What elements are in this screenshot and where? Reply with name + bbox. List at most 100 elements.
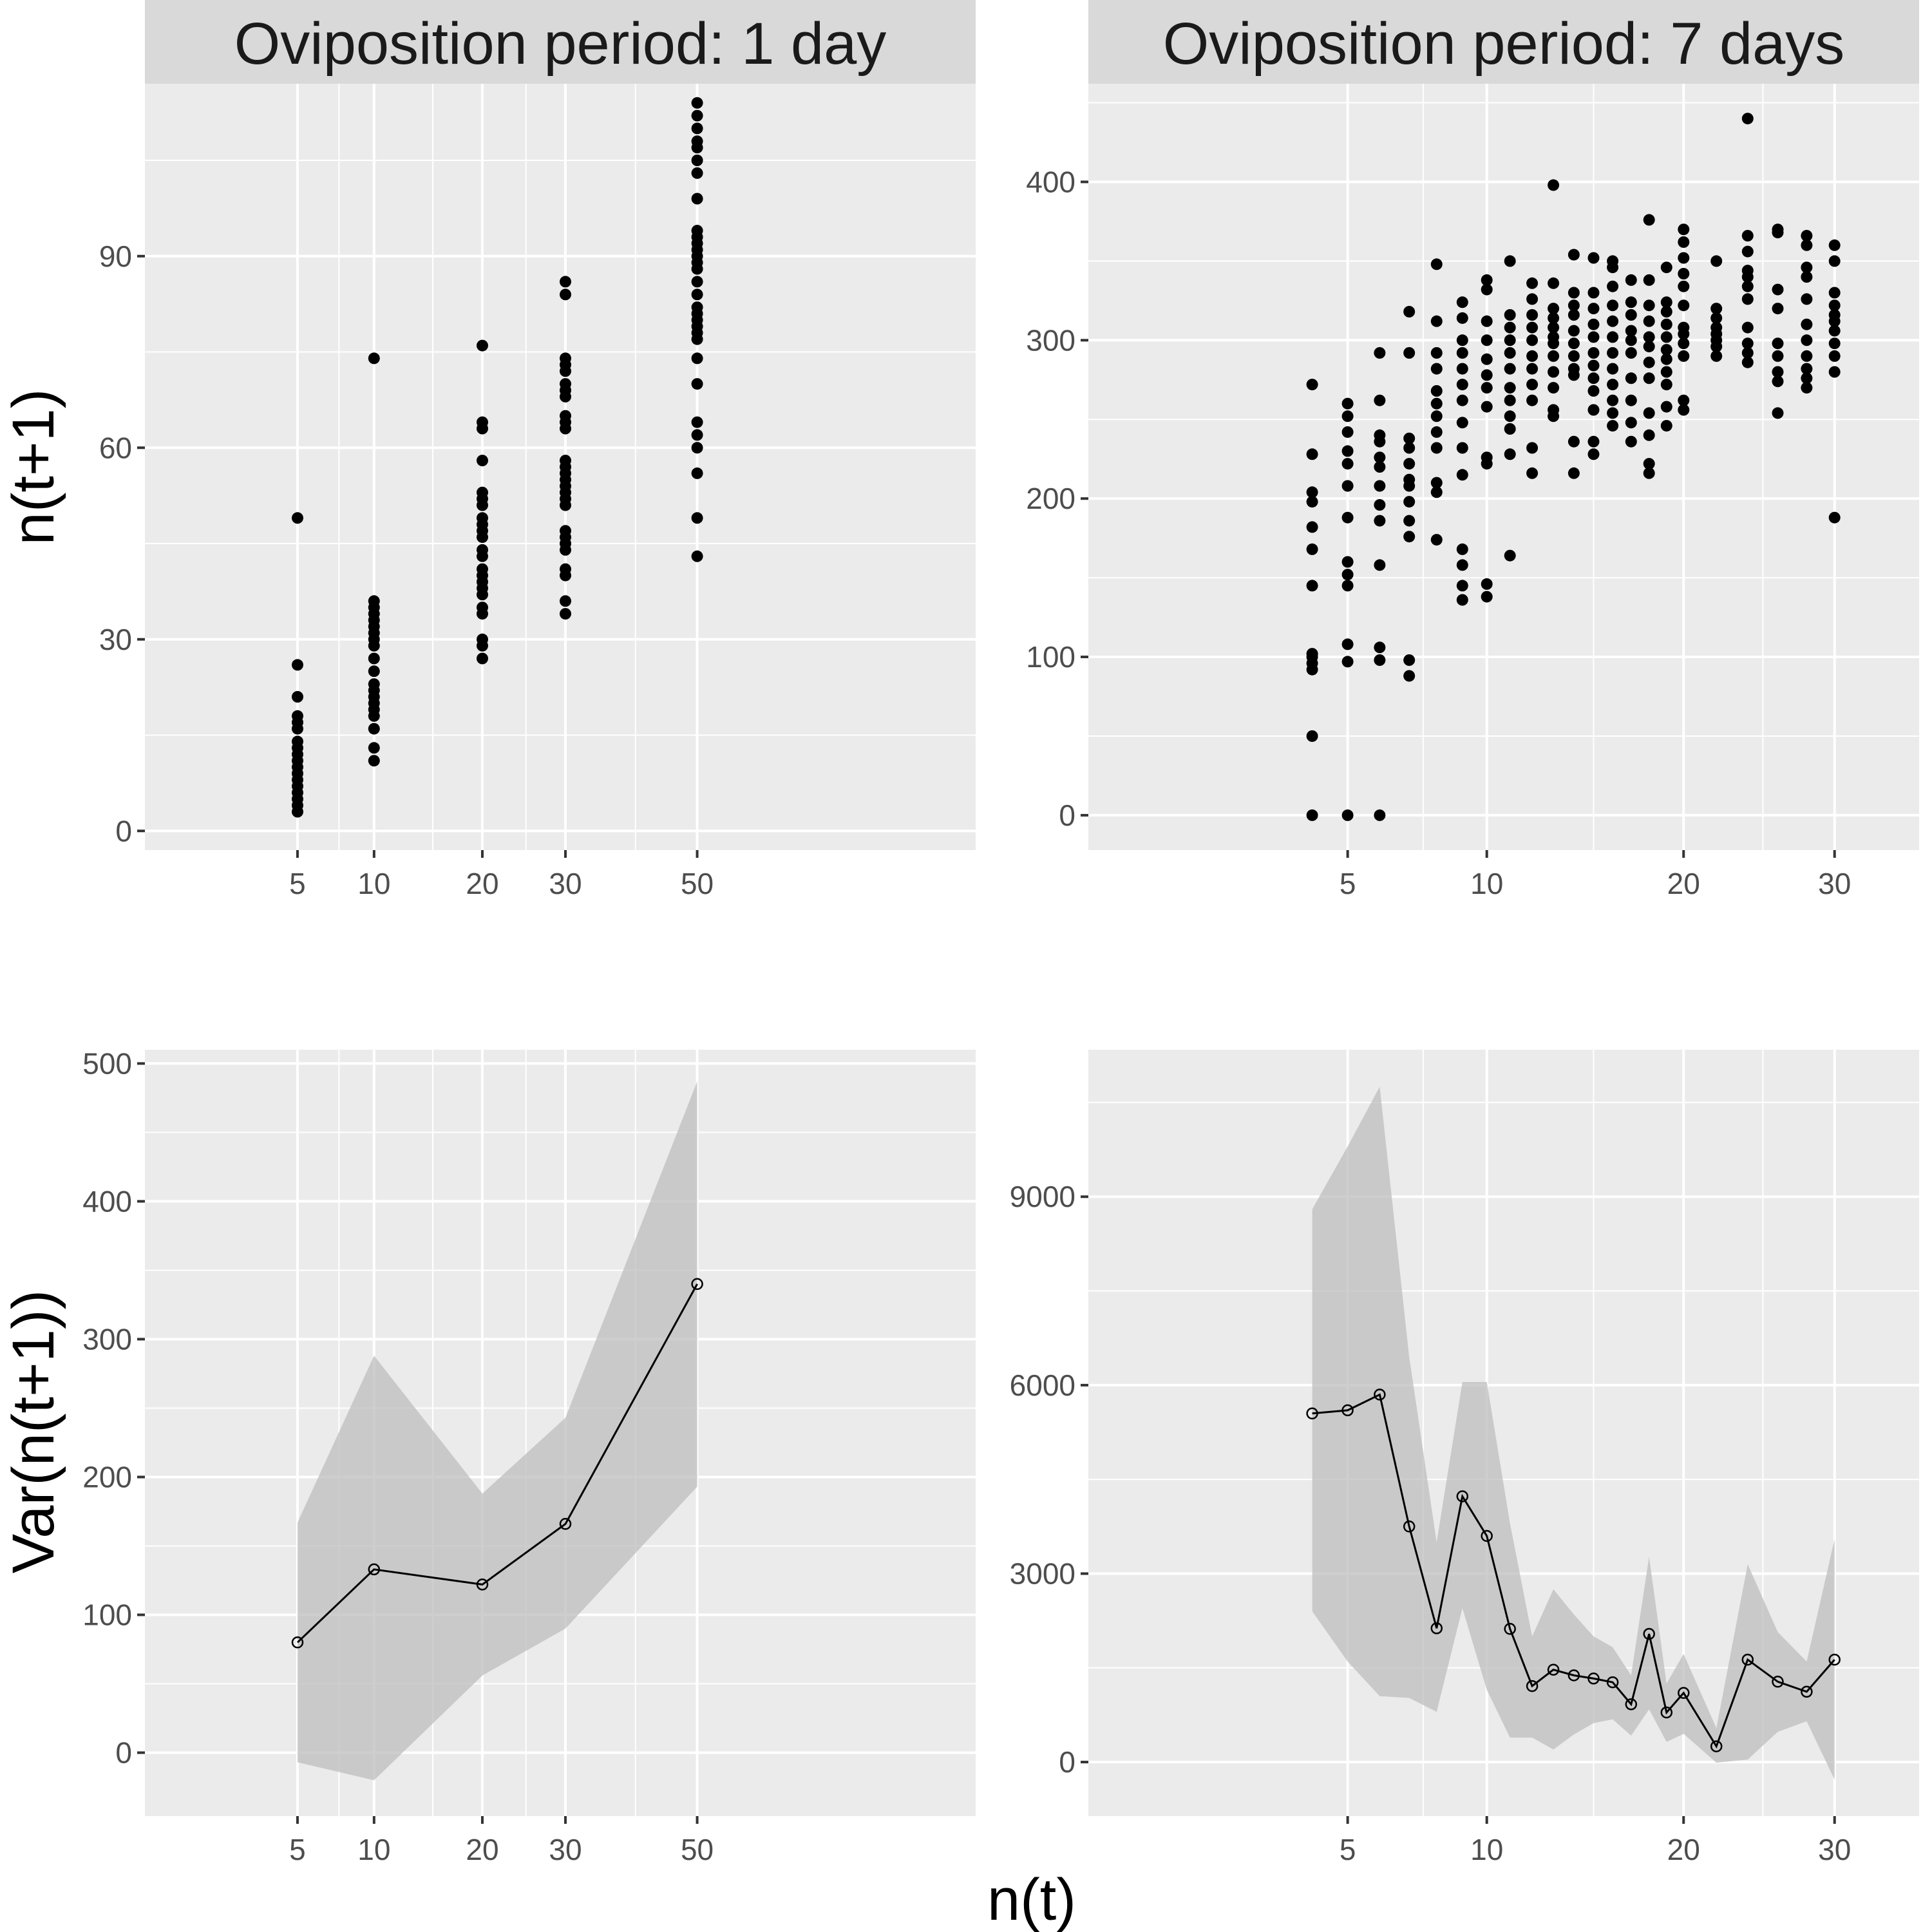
variance-point bbox=[1828, 1653, 1841, 1666]
scatter-point bbox=[1587, 385, 1600, 397]
x-axis-title: n(t) bbox=[987, 1867, 1076, 1932]
scatter-point bbox=[1772, 337, 1784, 350]
variance-point bbox=[1643, 1627, 1655, 1640]
scatter-point bbox=[292, 735, 303, 748]
x-tick-label: 30 bbox=[549, 1833, 582, 1866]
y-axis-title-bottom: Var(n(t+1)) bbox=[1, 1290, 66, 1574]
scatter-point bbox=[1801, 363, 1813, 375]
scatter-point bbox=[1643, 407, 1655, 419]
scatter-point bbox=[1430, 397, 1443, 410]
scatter-point bbox=[1430, 486, 1443, 498]
scatter-point bbox=[1430, 426, 1443, 438]
scatter-point bbox=[1587, 287, 1600, 299]
scatter-point bbox=[1772, 303, 1784, 315]
x-tick-label: 5 bbox=[1340, 1833, 1356, 1866]
scatter-point bbox=[1607, 420, 1619, 432]
scatter-point bbox=[477, 601, 488, 614]
scatter-point bbox=[1374, 809, 1386, 821]
scatter-point bbox=[1625, 372, 1637, 384]
scatter-point bbox=[1567, 350, 1580, 362]
scatter-point bbox=[1567, 337, 1580, 350]
scatter-point bbox=[1526, 293, 1539, 305]
scatter-point bbox=[1625, 274, 1637, 286]
x-tick-label: 30 bbox=[1818, 1833, 1851, 1866]
scatter-point bbox=[1526, 394, 1539, 406]
variance-point bbox=[559, 1518, 572, 1530]
scatter-point bbox=[1548, 277, 1560, 289]
scatter-point bbox=[1567, 325, 1580, 337]
y-tick-label: 0 bbox=[115, 1736, 132, 1770]
x-tick-label: 10 bbox=[1470, 867, 1503, 900]
scatter-point bbox=[1403, 306, 1416, 317]
scatter-point bbox=[1526, 309, 1539, 321]
scatter-point bbox=[1643, 458, 1655, 470]
y-tick-label: 100 bbox=[82, 1598, 132, 1632]
y-axis-title-top: n(t+1) bbox=[1, 389, 66, 545]
scatter-point bbox=[1660, 366, 1672, 378]
facet-title-left: Oviposition period: 1 day bbox=[234, 11, 887, 77]
variance-point bbox=[1481, 1530, 1493, 1542]
scatter-point bbox=[1643, 356, 1655, 368]
scatter-point bbox=[1548, 366, 1560, 378]
x-tick-label: 5 bbox=[1340, 867, 1356, 900]
scatter-point bbox=[477, 416, 488, 428]
scatter-point bbox=[1456, 363, 1468, 375]
scatter-point bbox=[1456, 312, 1468, 324]
x-tick-label: 5 bbox=[289, 867, 306, 900]
scatter-point bbox=[1660, 306, 1672, 317]
scatter-point bbox=[1607, 255, 1619, 267]
scatter-point bbox=[1341, 656, 1354, 668]
scatter-point bbox=[1660, 296, 1672, 308]
x-tick-label: 10 bbox=[1470, 1833, 1503, 1866]
y-tick-label: 60 bbox=[99, 431, 132, 464]
scatter-point bbox=[1481, 578, 1493, 590]
scatter-point bbox=[691, 301, 703, 314]
scatter-point bbox=[1678, 299, 1690, 312]
scatter-point bbox=[1801, 382, 1813, 394]
scatter-point bbox=[1607, 347, 1619, 359]
scatter-point bbox=[1801, 261, 1813, 274]
scatter-point bbox=[1548, 382, 1560, 394]
scatter-point bbox=[560, 455, 571, 467]
x-tick-label: 20 bbox=[1667, 1833, 1700, 1866]
scatter-point bbox=[1828, 350, 1841, 362]
scatter-point bbox=[368, 723, 380, 735]
x-tick-label: 20 bbox=[466, 1833, 498, 1866]
scatter-point bbox=[1678, 236, 1690, 248]
scatter-point bbox=[368, 595, 380, 607]
scatter-point bbox=[1660, 261, 1672, 274]
variance-point bbox=[1660, 1706, 1673, 1719]
scatter-point bbox=[1403, 670, 1416, 682]
scatter-point bbox=[477, 544, 488, 556]
scatter-point bbox=[1567, 249, 1580, 261]
scatter-point bbox=[1430, 315, 1443, 327]
y-tick-label: 300 bbox=[82, 1322, 132, 1356]
scatter-point bbox=[1456, 347, 1468, 359]
scatter-point bbox=[1567, 363, 1580, 375]
scatter-point bbox=[1306, 496, 1318, 508]
y-tick-label: 30 bbox=[99, 623, 132, 656]
scatter-point bbox=[1772, 407, 1784, 419]
scatter-point bbox=[1526, 442, 1539, 454]
variance-point bbox=[1306, 1407, 1318, 1420]
scatter-point bbox=[691, 109, 703, 122]
scatter-point bbox=[691, 225, 703, 237]
variance-point bbox=[1526, 1680, 1539, 1692]
x-tick-label: 5 bbox=[289, 1833, 306, 1866]
scatter-point bbox=[1504, 423, 1516, 435]
scatter-point bbox=[1306, 448, 1318, 460]
scatter-point bbox=[1801, 271, 1813, 283]
scatter-point bbox=[1678, 321, 1690, 334]
scatter-point bbox=[477, 339, 488, 352]
scatter-point bbox=[560, 352, 571, 365]
scatter-point bbox=[1741, 356, 1754, 368]
scatter-point bbox=[1504, 448, 1516, 460]
scatter-point bbox=[691, 122, 703, 135]
scatter-point bbox=[1374, 394, 1386, 406]
scatter-point bbox=[1504, 321, 1516, 334]
scatter-point bbox=[1341, 580, 1354, 592]
scatter-point bbox=[1607, 363, 1619, 375]
scatter-point bbox=[1374, 480, 1386, 492]
